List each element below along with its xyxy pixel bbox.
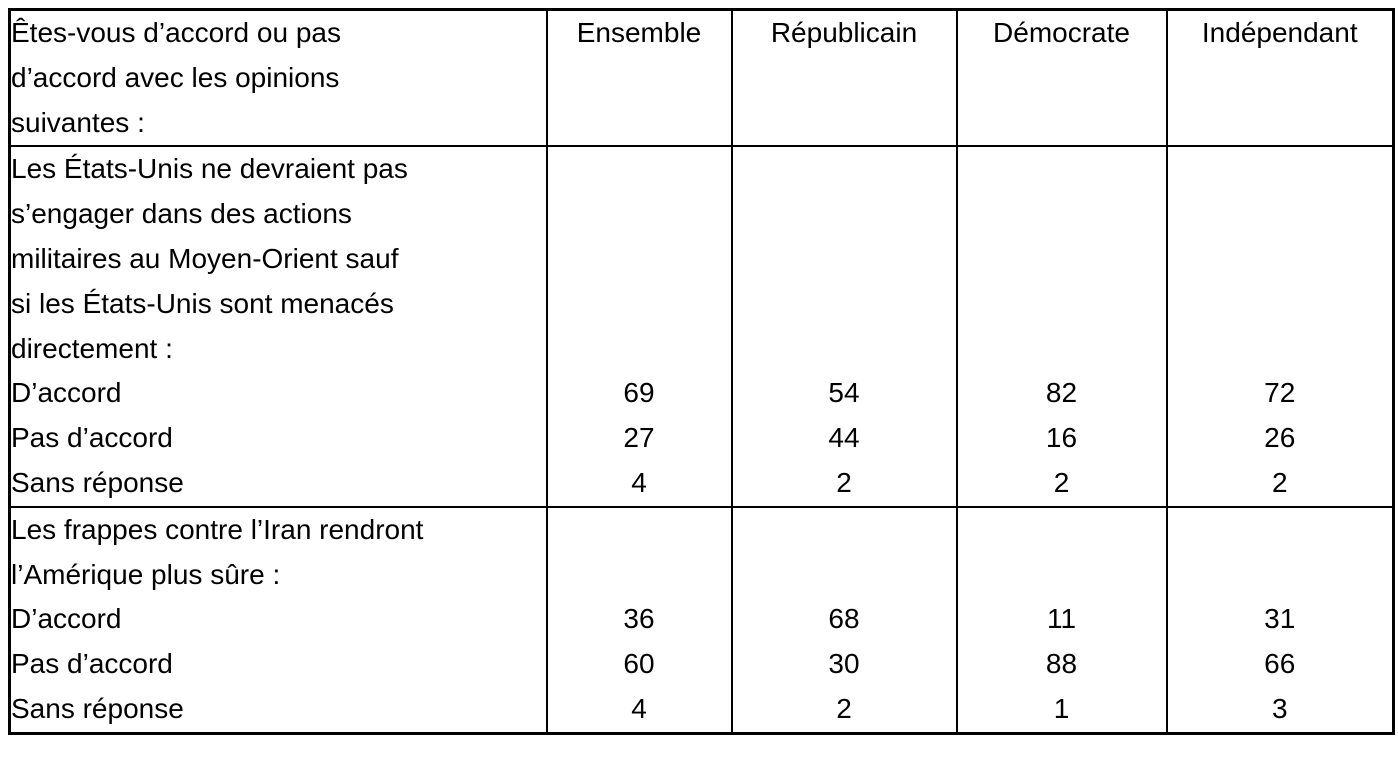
answer-label-accord: D’accord bbox=[11, 603, 122, 635]
header-prompt-line: d’accord avec les opinions bbox=[11, 61, 340, 93]
value: 1 bbox=[1053, 692, 1070, 724]
value: 16 bbox=[1045, 422, 1078, 454]
values-independant: 31 66 3 bbox=[1165, 505, 1395, 735]
value: 54 bbox=[828, 377, 860, 409]
value: 88 bbox=[1045, 648, 1078, 680]
question-line: Les États-Unis ne devraient pas bbox=[11, 153, 408, 185]
column-header-democrate: Démocrate bbox=[955, 8, 1168, 148]
answer-label-accord: D’accord bbox=[11, 377, 122, 409]
answer-label-sans-reponse: Sans réponse bbox=[11, 692, 184, 724]
values-republicain: 54 44 2 bbox=[730, 145, 958, 508]
values-republicain: 68 30 2 bbox=[730, 505, 958, 735]
answer-label-pas-accord: Pas d’accord bbox=[11, 422, 173, 454]
value: 69 bbox=[623, 377, 655, 409]
value: 30 bbox=[828, 648, 860, 680]
value: 2 bbox=[836, 466, 852, 498]
values-independant: 72 26 2 bbox=[1165, 145, 1395, 508]
column-header-ensemble: Ensemble bbox=[545, 8, 733, 148]
question-line: directement : bbox=[11, 332, 173, 364]
poll-table: Êtes-vous d’accord ou pas d’accord avec … bbox=[8, 8, 1395, 735]
value: 66 bbox=[1264, 648, 1296, 680]
question-line: s’engager dans des actions bbox=[11, 198, 352, 230]
section-question-cell: Les États-Unis ne devraient pas s’engage… bbox=[8, 145, 548, 508]
column-header-independant: Indépendant bbox=[1165, 8, 1395, 148]
value: 36 bbox=[623, 603, 655, 635]
value: 44 bbox=[828, 422, 860, 454]
value: 60 bbox=[623, 648, 655, 680]
value: 68 bbox=[828, 603, 860, 635]
value: 2 bbox=[1271, 466, 1288, 498]
values-democrate: 82 16 2 bbox=[955, 145, 1168, 508]
values-democrate: 11 88 1 bbox=[955, 505, 1168, 735]
question-line: si les États-Unis sont menacés bbox=[11, 287, 394, 319]
value: 2 bbox=[836, 692, 852, 724]
value: 11 bbox=[1046, 603, 1077, 635]
answer-label-pas-accord: Pas d’accord bbox=[11, 648, 173, 680]
section-row-iran-strikes: Les frappes contre l’Iran rendront l’Amé… bbox=[8, 505, 1395, 735]
question-line: Les frappes contre l’Iran rendront bbox=[11, 513, 424, 545]
section-question-cell: Les frappes contre l’Iran rendront l’Amé… bbox=[8, 505, 548, 735]
value: 27 bbox=[623, 422, 655, 454]
header-prompt-line: Êtes-vous d’accord ou pas bbox=[11, 17, 341, 48]
value: 2 bbox=[1053, 466, 1070, 498]
header-question-prompt-cell: Êtes-vous d’accord ou pas d’accord avec … bbox=[8, 8, 548, 148]
value: 4 bbox=[631, 466, 647, 498]
header-row: Êtes-vous d’accord ou pas d’accord avec … bbox=[8, 8, 1395, 148]
value: 72 bbox=[1264, 377, 1296, 409]
question-line: l’Amérique plus sûre : bbox=[11, 558, 281, 590]
value: 26 bbox=[1264, 422, 1296, 454]
section-row-middle-east: Les États-Unis ne devraient pas s’engage… bbox=[8, 145, 1395, 508]
column-header-republicain: Républicain bbox=[730, 8, 958, 148]
value: 82 bbox=[1045, 377, 1078, 409]
header-prompt-line: suivantes : bbox=[11, 106, 145, 138]
value: 3 bbox=[1271, 692, 1288, 724]
value: 31 bbox=[1264, 603, 1296, 635]
values-ensemble: 69 27 4 bbox=[545, 145, 733, 508]
question-line: militaires au Moyen-Orient sauf bbox=[11, 242, 399, 274]
values-ensemble: 36 60 4 bbox=[545, 505, 733, 735]
value: 4 bbox=[631, 692, 647, 724]
answer-label-sans-reponse: Sans réponse bbox=[11, 466, 184, 498]
